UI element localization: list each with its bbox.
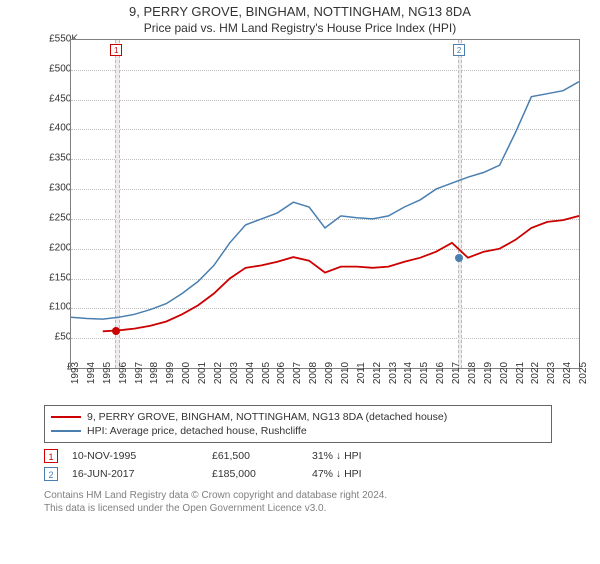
legend-label-1: 9, PERRY GROVE, BINGHAM, NOTTINGHAM, NG1… (87, 411, 447, 423)
x-tick-label: 2000 (181, 362, 192, 384)
x-tick-label: 2019 (483, 362, 494, 384)
legend-row: HPI: Average price, detached house, Rush… (51, 424, 545, 438)
legend-swatch-1 (51, 416, 81, 418)
marker-pct: 47% ↓ HPI (312, 468, 452, 480)
x-tick-label: 1999 (165, 362, 176, 384)
chart-lines (71, 40, 579, 368)
footer: Contains HM Land Registry data © Crown c… (44, 489, 600, 515)
plot: 12 (70, 39, 580, 369)
x-tick-label: 2009 (324, 362, 335, 384)
x-tick-label: 2011 (356, 362, 367, 384)
x-tick-label: 2007 (292, 362, 303, 384)
x-tick-label: 2015 (419, 362, 430, 384)
x-tick-label: 2014 (403, 362, 414, 384)
x-tick-label: 2017 (451, 362, 462, 384)
legend: 9, PERRY GROVE, BINGHAM, NOTTINGHAM, NG1… (44, 405, 552, 443)
x-tick-label: 1993 (70, 362, 81, 384)
x-tick-label: 2010 (340, 362, 351, 384)
chart-title: 9, PERRY GROVE, BINGHAM, NOTTINGHAM, NG1… (0, 4, 600, 19)
container: 9, PERRY GROVE, BINGHAM, NOTTINGHAM, NG1… (0, 4, 600, 564)
x-tick-label: 2004 (245, 362, 256, 384)
footer-line-2: This data is licensed under the Open Gov… (44, 502, 600, 515)
footer-line-1: Contains HM Land Registry data © Crown c… (44, 489, 600, 502)
x-tick-label: 2005 (261, 362, 272, 384)
x-tick-label: 2008 (308, 362, 319, 384)
x-tick-label: 2012 (372, 362, 383, 384)
marker-pct: 31% ↓ HPI (312, 450, 452, 462)
x-tick-label: 2018 (467, 362, 478, 384)
x-tick-label: 2022 (530, 362, 541, 384)
marker-row: 1 10-NOV-1995£61,50031% ↓ HPI (44, 447, 552, 465)
legend-row: 9, PERRY GROVE, BINGHAM, NOTTINGHAM, NG1… (51, 410, 545, 424)
x-tick-label: 1996 (118, 362, 129, 384)
x-tick-label: 2023 (546, 362, 557, 384)
x-tick-label: 2001 (197, 362, 208, 384)
x-tick-label: 2003 (229, 362, 240, 384)
marker-box: 1 (44, 449, 58, 463)
x-tick-label: 2006 (276, 362, 287, 384)
x-tick-label: 2025 (578, 362, 589, 384)
chart-marker-1: 1 (110, 44, 122, 56)
x-tick-label: 2013 (388, 362, 399, 384)
marker-dot-2 (455, 254, 463, 262)
chart-area: £0£50K£100K£150K£200K£250K£300K£350K£400… (32, 39, 592, 399)
marker-date: 10-NOV-1995 (72, 450, 212, 462)
chart-subtitle: Price paid vs. HM Land Registry's House … (0, 21, 600, 35)
marker-row: 2 16-JUN-2017£185,00047% ↓ HPI (44, 465, 552, 483)
marker-date: 16-JUN-2017 (72, 468, 212, 480)
legend-label-2: HPI: Average price, detached house, Rush… (87, 425, 307, 437)
x-tick-label: 1997 (134, 362, 145, 384)
marker-box: 2 (44, 467, 58, 481)
x-tick-label: 1995 (102, 362, 113, 384)
x-tick-label: 2016 (435, 362, 446, 384)
x-tick-label: 2021 (515, 362, 526, 384)
x-tick-label: 2024 (562, 362, 573, 384)
chart-marker-2: 2 (453, 44, 465, 56)
x-tick-label: 1998 (149, 362, 160, 384)
x-tick-label: 2002 (213, 362, 224, 384)
marker-table: 1 10-NOV-1995£61,50031% ↓ HPI 2 16-JUN-2017… (44, 447, 552, 483)
legend-swatch-2 (51, 430, 81, 432)
marker-dot-1 (112, 327, 120, 335)
x-tick-label: 1994 (86, 362, 97, 384)
marker-price: £61,500 (212, 450, 312, 462)
x-tick-label: 2020 (499, 362, 510, 384)
marker-price: £185,000 (212, 468, 312, 480)
